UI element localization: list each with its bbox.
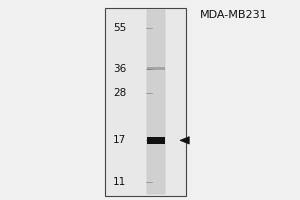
Text: 28: 28	[113, 88, 126, 98]
Bar	[147, 67, 165, 70]
Text: 36: 36	[113, 64, 126, 74]
Polygon shape	[180, 137, 189, 144]
Bar	[105, 8, 186, 196]
Text: 55: 55	[113, 23, 126, 33]
Text: 17: 17	[113, 135, 126, 145]
Text: MDA-MB231: MDA-MB231	[200, 10, 268, 20]
Bar	[147, 137, 165, 144]
Text: 11: 11	[113, 177, 126, 187]
Bar	[147, 10, 165, 194]
